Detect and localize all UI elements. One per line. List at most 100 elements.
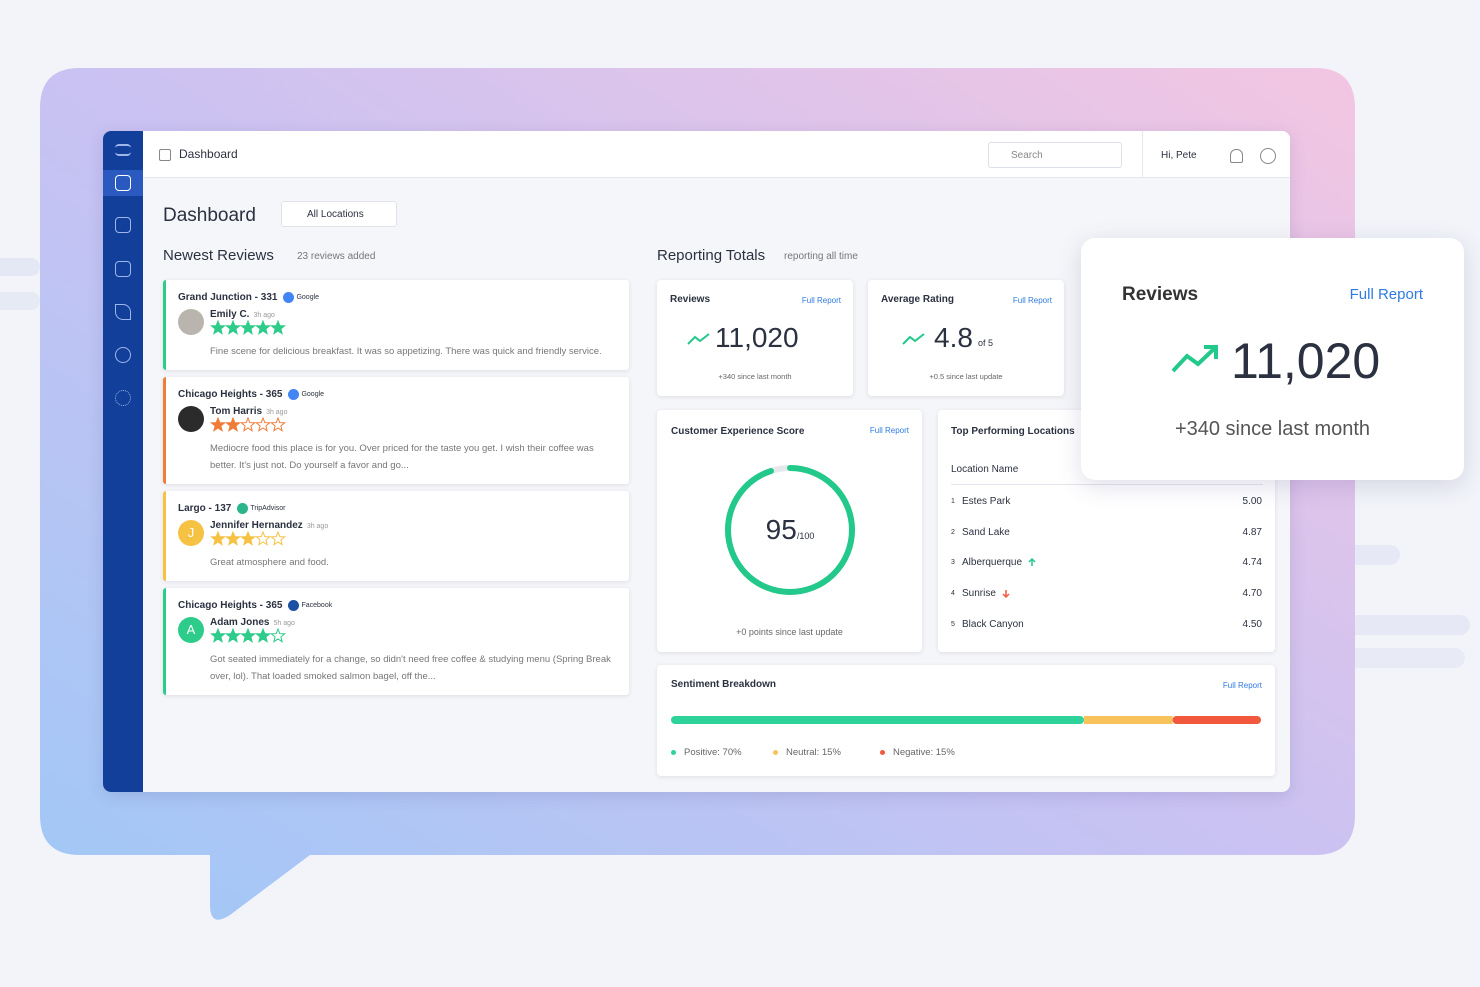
review-time: 3h ago [306,523,329,530]
trend-icon [687,333,710,345]
reviews-icon[interactable] [115,217,131,233]
star [254,530,272,546]
review-text: Great atmosphere and food. [210,557,329,568]
location-score: 4.87 [1242,526,1262,538]
sentiment-segment [671,716,1084,724]
star [224,627,242,643]
review-location: Largo - 137 [178,503,232,514]
avatar-initial: J [187,525,195,540]
star [224,319,242,335]
search-placeholder: Search [1011,150,1043,161]
full-report-link[interactable]: Full Report [801,296,841,305]
location-rank: 2 [951,528,955,536]
review-author: Adam Jones [210,617,270,628]
topbar-divider [1142,131,1143,178]
trend-arrow [1028,558,1036,567]
review-location: Chicago Heights - 365 [178,600,283,611]
review-card: Grand Junction - 331 Google Emily C. 3h ago… [163,280,629,370]
location-name: Alberquerque [962,557,1023,569]
location-score: 4.74 [1242,557,1262,569]
active-nav[interactable] [103,170,143,196]
review-text: Fine scene for delicious breakfast. It w… [210,346,602,357]
avatar: A [178,617,204,643]
card-title: Reviews [670,294,711,305]
review-body: J Jennifer Hernandez 3h ago Great atmospher… [178,520,615,571]
star-rating [209,530,287,546]
help-icon[interactable] [1260,148,1276,164]
backdrop-stripe [0,258,40,276]
sentiment-segment [1172,716,1261,724]
star [209,319,227,335]
review-card: Largo - 137 TripAdvisor J Jennifer Hernande… [163,491,629,581]
full-report-link[interactable]: Full Report [1222,681,1262,690]
review-location-row: Grand Junction - 331 Google [178,292,615,303]
score-max: /100 [796,531,815,541]
review-location-row: Largo - 137 TripAdvisor [178,503,615,514]
user-menu[interactable]: Hi, Pete [1161,150,1197,161]
review-text: Got seated immediately for a change, so … [210,654,611,682]
review-body: A Adam Jones 5h ago Got seated immediately … [178,617,615,685]
score-gauge [725,465,855,595]
campaigns-icon[interactable] [115,304,131,320]
sentiment-bar [671,716,1261,724]
location-score: 4.70 [1242,588,1262,600]
settings-icon[interactable] [115,390,131,406]
card-title: Average Rating [881,294,954,305]
legend-label: Positive: 70% [684,747,742,758]
sentiment-card: Sentiment Breakdown Full Report Positive… [657,665,1275,776]
column-header: Location Name [951,464,1019,475]
location-rank: 5 [951,620,955,628]
review-time: 3h ago [266,409,288,416]
review-author: Jennifer Hernandez [210,520,303,531]
notifications-icon[interactable] [1230,149,1243,163]
review-source: Google [283,292,319,303]
header-rule [951,484,1263,485]
review-card: Chicago Heights - 365 Google Tom Harris 3h … [163,377,629,484]
source-logo [237,503,249,514]
star [239,627,257,643]
star-rating [209,416,287,432]
star [209,530,227,546]
backdrop-stripe [1320,615,1470,635]
star [254,416,272,432]
source-logo [283,292,295,303]
source-name: Google [296,294,320,301]
review-location-row: Chicago Heights - 365 Facebook [178,600,615,611]
backdrop-stripe [0,292,40,310]
review-author-row: Adam Jones 5h ago [210,617,615,628]
card-title: Customer Experience Score [671,426,805,437]
review-content: Emily C. 3h ago Fine scene for delicious b… [209,309,602,360]
gauge-arc [725,465,855,595]
review-content: Tom Harris 3h ago Mediocre food this place… [209,406,615,474]
full-report-link[interactable]: Full Report [869,426,909,435]
star [224,530,242,546]
review-source: TripAdvisor [237,503,286,514]
popout-link[interactable]: Full Report [1349,286,1423,303]
star [254,627,272,643]
score-value: 95 [765,514,797,545]
location-filter[interactable]: All Locations [281,201,397,227]
popout-card: Reviews Full Report 11,020 +340 since la… [1081,238,1464,480]
locations-icon[interactable] [115,347,131,363]
reports-icon[interactable] [115,261,131,277]
review-body: Emily C. 3h ago Fine scene for delicious b… [178,309,615,360]
legend-label: Neutral: 15% [786,747,841,758]
card-change: +340 since last month [718,372,792,381]
home-icon[interactable] [115,175,131,191]
location-filter-text: All Locations [307,209,364,220]
reviews-subtitle: 23 reviews added [297,251,376,262]
menu-icon[interactable] [115,144,131,156]
card-title: Top Performing Locations [951,426,1075,437]
popout-value: 11,020 [1231,333,1381,389]
full-report-link[interactable]: Full Report [1012,296,1052,305]
trend-arrow [1002,590,1010,599]
review-location-row: Chicago Heights - 365 Google [178,389,615,400]
review-author: Tom Harris [210,406,263,417]
review-card: Chicago Heights - 365 Facebook A Adam Jones… [163,588,629,695]
star [209,627,227,643]
search-box[interactable]: Search [988,142,1122,168]
location-name: Estes Park [962,496,1011,507]
page-title: Dashboard [163,205,256,226]
location-name: Black Canyon [962,618,1024,630]
